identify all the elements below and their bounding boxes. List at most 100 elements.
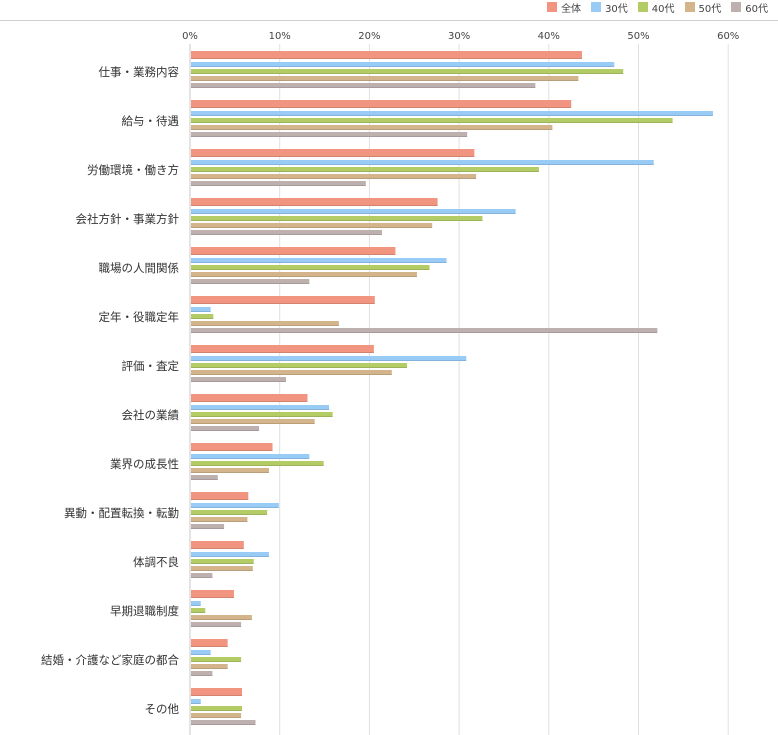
legend-label: 60代 (745, 3, 768, 15)
bar-shadow (191, 605, 201, 606)
bar-60代 (191, 475, 218, 480)
legend-swatch (637, 2, 648, 12)
bar-全体 (191, 247, 396, 255)
x-tick-label: 10% (269, 31, 291, 42)
bar-50代 (191, 174, 477, 179)
bar-shadow (191, 724, 256, 725)
bar-shadow (191, 332, 658, 333)
bar-shadow (191, 254, 396, 255)
bar-50代 (191, 76, 579, 81)
bar-shadow (191, 499, 249, 500)
bar-shadow (191, 352, 374, 353)
bar-50代 (191, 615, 252, 620)
bar-全体 (191, 443, 273, 451)
bar-全体 (191, 345, 374, 353)
chart-legend: 全体 30代 40代 50代 60代 (537, 0, 768, 15)
bar-shadow (191, 227, 433, 228)
bar-50代 (191, 517, 248, 522)
bar-30代 (191, 650, 211, 655)
bar-30代 (191, 209, 516, 214)
legend-label: 40代 (651, 3, 675, 15)
bar-40代 (191, 216, 483, 221)
bar-50代 (191, 566, 253, 571)
bar-shadow (191, 381, 286, 382)
bar-全体 (191, 688, 243, 696)
legend-swatch (547, 2, 558, 12)
bar-shadow (191, 87, 536, 88)
category-label: その他 (145, 702, 180, 716)
bar-全体 (191, 492, 249, 500)
bar-shadow (191, 269, 430, 270)
header-separator (0, 20, 778, 21)
bar-shadow (191, 303, 375, 304)
bar-shadow (191, 80, 579, 81)
bar-shadow (191, 597, 234, 598)
bar-40代 (191, 363, 408, 368)
bar-shadow (191, 360, 467, 361)
bar-30代 (191, 111, 713, 116)
bar-shadow (191, 401, 308, 402)
bar-40代 (191, 265, 430, 270)
bar-shadow (191, 458, 310, 459)
bar-全体 (191, 296, 375, 304)
bar-40代 (191, 510, 268, 515)
bar-30代 (191, 503, 279, 508)
bar-shadow (191, 283, 310, 284)
bar-全体 (191, 51, 582, 59)
bar-shadow (191, 276, 417, 277)
bar-30代 (191, 552, 269, 557)
bar-shadow (191, 367, 408, 368)
bar-60代 (191, 426, 260, 431)
bar-60代 (191, 132, 468, 137)
bar-shadow (191, 115, 713, 116)
bar-60代 (191, 377, 286, 382)
bar-shadow (191, 675, 213, 676)
category-label: 仕事・業務内容 (99, 65, 180, 79)
bar-40代 (191, 559, 254, 564)
bar-shadow (191, 171, 539, 172)
bar-全体 (191, 590, 234, 598)
bar-50代 (191, 664, 228, 669)
bar-shadow (191, 514, 268, 515)
x-tick-label: 40% (538, 31, 560, 42)
bar-50代 (191, 468, 269, 473)
bar-60代 (191, 328, 658, 333)
category-label: 会社方針・事業方針 (76, 212, 180, 226)
bar-60代 (191, 573, 213, 578)
bar-shadow (191, 156, 475, 157)
bar-50代 (191, 125, 553, 130)
bar-30代 (191, 160, 654, 165)
category-label: 業界の成長性 (110, 457, 179, 471)
legend-item: 40代 (637, 0, 675, 15)
bar-50代 (191, 370, 392, 375)
bar-shadow (191, 178, 477, 179)
bar-30代 (191, 454, 310, 459)
bar-60代 (191, 720, 256, 725)
bar-shadow (191, 548, 244, 549)
legend-swatch (684, 2, 695, 12)
category-label: 体調不良 (133, 555, 179, 569)
bar-60代 (191, 279, 310, 284)
bar-全体 (191, 541, 244, 549)
bar-50代 (191, 321, 339, 326)
bar-40代 (191, 412, 333, 417)
bar-shadow (191, 325, 339, 326)
bar-shadow (191, 646, 228, 647)
bar-shadow (191, 129, 553, 130)
bar-30代 (191, 258, 447, 263)
x-tick-label: 20% (358, 31, 380, 42)
category-label: 評価・査定 (122, 359, 180, 373)
bar-40代 (191, 706, 243, 711)
category-label: 会社の業績 (122, 408, 180, 422)
bar-全体 (191, 394, 308, 402)
legend-item: 30代 (591, 0, 628, 15)
legend-swatch (731, 2, 742, 12)
category-label: 労働環境・働き方 (87, 163, 179, 177)
bar-shadow (191, 164, 654, 165)
bar-shadow (191, 654, 211, 655)
bar-shadow (191, 612, 206, 613)
bar-40代 (191, 118, 673, 123)
bar-shadow (191, 66, 615, 67)
category-label: 異動・配置転換・転勤 (64, 506, 179, 520)
